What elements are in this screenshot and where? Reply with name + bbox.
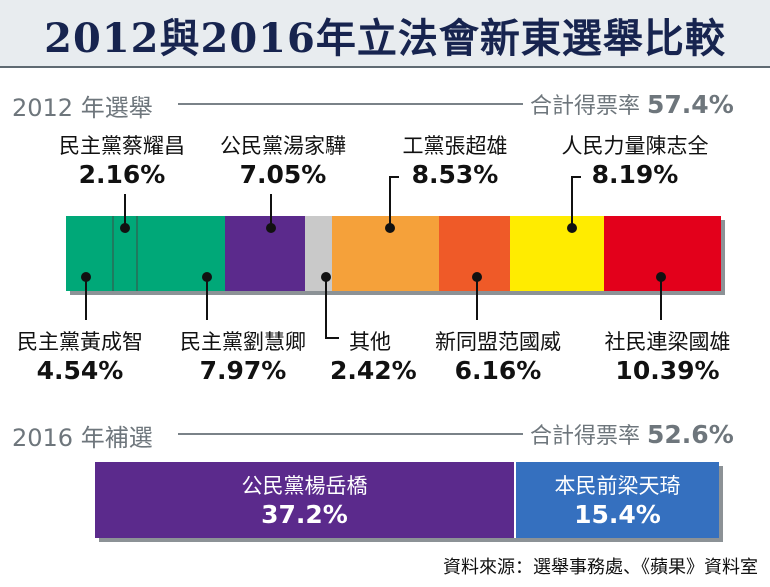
label-chan-name: 人民力量陳志全	[561, 134, 709, 158]
label-lau-value: 7.97%	[199, 356, 287, 385]
label-chan-value: 8.19%	[591, 160, 679, 189]
section-2012-rule	[178, 103, 523, 105]
leader-line-leung	[660, 276, 662, 320]
leader-dot-tong	[266, 223, 276, 233]
segment-tong	[225, 216, 305, 291]
label-cai-value: 2.16%	[78, 160, 166, 189]
segment-leung-tin-kei-name: 本民前梁天琦	[554, 474, 681, 498]
source-note: 資料來源：選舉事務處、《蘋果》資料室	[443, 557, 758, 578]
label-chan: 人民力量陳志全 8.19%	[545, 130, 725, 189]
segment-yeung-name: 公民黨楊岳橋	[241, 474, 368, 498]
leader-hook-cheung	[389, 176, 399, 178]
label-cheung-value: 8.53%	[411, 160, 499, 189]
leader-dot-cai	[120, 223, 130, 233]
label-tong-name: 公民黨湯家驊	[220, 134, 346, 158]
turnout-2016-label: 合計得票率	[530, 424, 641, 449]
segment-yeung-value: 37.2%	[261, 500, 348, 529]
label-tong: 公民黨湯家驊 7.05%	[198, 130, 368, 189]
turnout-2012-value: 57.4%	[647, 90, 734, 119]
leader-line-tong	[270, 194, 272, 228]
leader-line-wong	[85, 276, 87, 320]
label-wong: 民主黨黃成智 4.54%	[0, 326, 160, 385]
label-lau-name: 民主黨劉慧卿	[180, 330, 306, 354]
section-2016-rule	[178, 433, 523, 435]
section-2016-title: 2016 年補選	[12, 424, 153, 452]
leader-dot-chan	[567, 223, 577, 233]
leader-line-other	[325, 276, 327, 338]
title-band	[0, 0, 770, 68]
label-leung: 社民連梁國雄 10.39%	[585, 326, 750, 385]
label-cai-name: 民主黨蔡耀昌	[59, 134, 185, 158]
label-fan: 新同盟范國威 6.16%	[418, 326, 578, 385]
segment-leung-tin-kei: 本民前梁天琦 15.4%	[514, 462, 719, 538]
leader-dot-cheung	[385, 223, 395, 233]
page-title: 2012與2016年立法會新東選舉比較	[44, 15, 726, 62]
segment-divider	[112, 216, 114, 291]
bar-2012	[66, 216, 721, 291]
label-tong-value: 7.05%	[239, 160, 327, 189]
segment-cai	[114, 216, 137, 291]
leader-line-chan	[571, 176, 573, 228]
leader-line-fan	[476, 276, 478, 320]
label-leung-name: 社民連梁國雄	[604, 330, 731, 354]
label-wong-value: 4.54%	[36, 356, 124, 385]
label-other-value: 2.42%	[330, 356, 417, 385]
label-fan-name: 新同盟范國威	[435, 330, 561, 354]
turnout-2012: 合計得票率 57.4%	[530, 88, 734, 120]
turnout-2012-label: 合計得票率	[530, 94, 641, 119]
turnout-2016: 合計得票率 52.6%	[530, 418, 734, 450]
leader-hook-chan	[571, 176, 581, 178]
label-fan-value: 6.16%	[454, 356, 542, 385]
segment-lau	[137, 216, 225, 291]
label-cheung-name: 工黨張超雄	[402, 134, 508, 158]
label-other: 其他 2.42%	[330, 326, 417, 385]
segment-yeung: 公民黨楊岳橋 37.2%	[95, 462, 514, 538]
label-leung-value: 10.39%	[615, 356, 720, 385]
label-lau: 民主黨劉慧卿 7.97%	[158, 326, 328, 385]
leader-line-lau	[206, 276, 208, 320]
label-wong-name: 民主黨黃成智	[17, 330, 143, 354]
label-cai: 民主黨蔡耀昌 2.16%	[42, 130, 202, 189]
leader-line-cai	[124, 194, 126, 228]
bar-2016: 公民黨楊岳橋 37.2% 本民前梁天琦 15.4%	[95, 462, 719, 538]
section-2012-title: 2012 年選舉	[12, 94, 153, 122]
turnout-2016-value: 52.6%	[647, 420, 734, 449]
segment-divider	[136, 216, 138, 291]
segment-leung-tin-kei-value: 15.4%	[574, 500, 661, 529]
leader-line-cheung	[389, 176, 391, 228]
leader-hook-other	[325, 337, 339, 339]
label-cheung: 工黨張超雄 8.53%	[385, 130, 525, 189]
segment-chan	[510, 216, 604, 291]
label-other-name: 其他	[349, 330, 391, 354]
